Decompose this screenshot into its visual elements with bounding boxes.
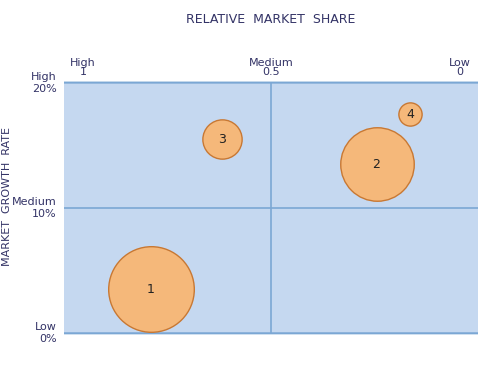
Point xyxy=(147,286,155,292)
Point xyxy=(373,161,381,167)
Text: 3: 3 xyxy=(218,133,226,146)
Text: 4: 4 xyxy=(407,107,415,121)
Text: 0%: 0% xyxy=(39,334,57,344)
Text: 10%: 10% xyxy=(32,209,57,219)
Point xyxy=(407,111,415,117)
Text: 0.5: 0.5 xyxy=(262,66,280,77)
Text: Medium: Medium xyxy=(249,58,293,68)
Text: High: High xyxy=(31,72,57,81)
Text: 0: 0 xyxy=(456,66,463,77)
Text: 2: 2 xyxy=(373,158,381,171)
Text: 1: 1 xyxy=(147,283,155,296)
Text: 20%: 20% xyxy=(32,84,57,94)
Text: MARKET  GROWTH  RATE: MARKET GROWTH RATE xyxy=(2,127,12,265)
Text: Medium: Medium xyxy=(12,197,57,207)
Text: 1: 1 xyxy=(79,66,86,77)
Text: High: High xyxy=(70,58,96,68)
FancyBboxPatch shape xyxy=(59,83,484,333)
Text: RELATIVE  MARKET  SHARE: RELATIVE MARKET SHARE xyxy=(186,14,356,26)
Point xyxy=(218,136,226,142)
Text: Low: Low xyxy=(35,322,57,332)
Text: Low: Low xyxy=(449,58,470,68)
